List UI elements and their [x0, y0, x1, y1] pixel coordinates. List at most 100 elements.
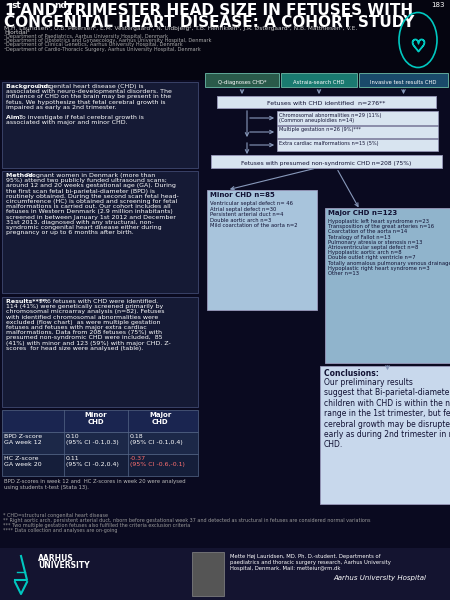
- FancyBboxPatch shape: [192, 552, 224, 596]
- FancyBboxPatch shape: [2, 454, 198, 476]
- Text: Totally anomalous pulmonary venous drainage n=5: Totally anomalous pulmonary venous drain…: [328, 260, 450, 266]
- Text: Aarhus University Hospital: Aarhus University Hospital: [333, 575, 427, 581]
- Text: 0.18
(95% CI -0.1,0.4): 0.18 (95% CI -0.1,0.4): [130, 434, 183, 445]
- FancyBboxPatch shape: [2, 171, 198, 293]
- Text: Extra cardiac malformations n=15 (5%): Extra cardiac malformations n=15 (5%): [279, 140, 378, 145]
- Text: Mild coarctation of the aorta n=2: Mild coarctation of the aorta n=2: [210, 223, 297, 228]
- Text: 0.11
(95% CI -0.2,0.4): 0.11 (95% CI -0.2,0.4): [66, 456, 119, 467]
- Text: ** Right aortic arch, persistent arterial duct, nborn before gestational week 37: ** Right aortic arch, persistent arteria…: [3, 518, 370, 523]
- Text: associated with neuro-developmental disorders. The: associated with neuro-developmental diso…: [6, 89, 172, 94]
- Text: Minor CHD n=85: Minor CHD n=85: [210, 192, 275, 198]
- Text: Major CHD n=123: Major CHD n=123: [328, 210, 397, 216]
- FancyBboxPatch shape: [2, 410, 198, 432]
- FancyBboxPatch shape: [359, 73, 448, 87]
- Text: fetuses in Western Denmark (2.9 million inhabitants): fetuses in Western Denmark (2.9 million …: [6, 209, 173, 214]
- Text: Persistent arterial duct n=4: Persistent arterial duct n=4: [210, 212, 284, 217]
- Text: nd: nd: [54, 1, 67, 10]
- Text: Atrioventricular septal defect n=8: Atrioventricular septal defect n=8: [328, 245, 419, 250]
- Text: presumed non-syndromic CHD were included,  85: presumed non-syndromic CHD were included…: [6, 335, 162, 340]
- Text: 95%) attend two publicly funded ultrasound scans;: 95%) attend two publicly funded ultrasou…: [6, 178, 167, 183]
- Text: Pregnant women in Denmark (more than: Pregnant women in Denmark (more than: [27, 173, 156, 178]
- Text: Double aortic arch n=3: Double aortic arch n=3: [210, 217, 271, 223]
- Text: UNIVERSITY: UNIVERSITY: [38, 561, 90, 570]
- Text: influence of CHD on the brain may be present in the: influence of CHD on the brain may be pre…: [6, 94, 171, 100]
- Text: impaired as early as 2nd trimester.: impaired as early as 2nd trimester.: [6, 105, 117, 110]
- Text: routinely obtained. During the second scan fetal head-: routinely obtained. During the second sc…: [6, 194, 179, 199]
- FancyBboxPatch shape: [207, 190, 317, 310]
- Text: chromosomal microarray analysis (n=82). Fetuses: chromosomal microarray analysis (n=82). …: [6, 310, 165, 314]
- Text: Our preliminary results
suggest that Bi-parietal-diameter in
children with CHD i: Our preliminary results suggest that Bi-…: [324, 378, 450, 449]
- FancyBboxPatch shape: [2, 432, 198, 454]
- Text: Coarctation of the aorta n=14: Coarctation of the aorta n=14: [328, 229, 407, 235]
- Text: pregnancy or up to 6 months after birth.: pregnancy or up to 6 months after birth.: [6, 230, 134, 235]
- Text: 0.10
(95% CI -0.1,0.3): 0.10 (95% CI -0.1,0.3): [66, 434, 119, 445]
- Text: Fetuses with presumed non-syndromic CHD n=208 (75%): Fetuses with presumed non-syndromic CHD …: [241, 160, 412, 166]
- Text: BPD Z-score
GA week 12: BPD Z-score GA week 12: [4, 434, 42, 445]
- Text: ³Department of Clinical Genetics, Aarhus University Hospital, Denmark: ³Department of Clinical Genetics, Aarhus…: [4, 43, 183, 47]
- FancyBboxPatch shape: [281, 73, 357, 87]
- Text: Pulmonary atresia or stenosis n=13: Pulmonary atresia or stenosis n=13: [328, 240, 423, 245]
- Text: fetus. We hypothesize that fetal cerebral growth is: fetus. We hypothesize that fetal cerebra…: [6, 100, 166, 104]
- Text: Background:: Background:: [6, 84, 53, 89]
- Text: associated with major and minor CHD.: associated with major and minor CHD.: [6, 121, 128, 125]
- FancyBboxPatch shape: [0, 548, 450, 600]
- Text: around 12 and 20 weeks gestational age (GA). During: around 12 and 20 weeks gestational age (…: [6, 184, 176, 188]
- Text: Multiple gestation n=26 (9%)***: Multiple gestation n=26 (9%)***: [279, 127, 361, 133]
- Text: Results****:: Results****:: [6, 299, 50, 304]
- Text: Minor
CHD: Minor CHD: [85, 412, 107, 425]
- FancyBboxPatch shape: [217, 96, 436, 108]
- Text: 276 fetuses with CHD were identified.: 276 fetuses with CHD were identified.: [39, 299, 158, 304]
- Text: Hypoplastic left heart syndrome n=23: Hypoplastic left heart syndrome n=23: [328, 219, 429, 224]
- Text: 1: 1: [4, 3, 14, 18]
- FancyBboxPatch shape: [277, 126, 438, 138]
- Text: Congenital heart disease (CHD) is: Congenital heart disease (CHD) is: [36, 84, 143, 89]
- Text: HC Z-score
GA week 20: HC Z-score GA week 20: [4, 456, 41, 467]
- Text: AND 2: AND 2: [15, 3, 73, 18]
- Text: st: st: [11, 1, 21, 10]
- Text: Hjortdal⁴: Hjortdal⁴: [4, 29, 30, 35]
- Text: with identified chromosomal abnormalities were: with identified chromosomal abnormalitie…: [6, 314, 158, 320]
- Text: Other n=13: Other n=13: [328, 271, 359, 276]
- Text: Major
CHD: Major CHD: [149, 412, 171, 425]
- Text: Tetralogy of Fallot n=13: Tetralogy of Fallot n=13: [328, 235, 391, 239]
- Text: 31st 2013, diagnosed with any structural, non-: 31st 2013, diagnosed with any structural…: [6, 220, 154, 225]
- FancyBboxPatch shape: [211, 155, 442, 168]
- Text: Q-diagnoses CHD*: Q-diagnoses CHD*: [218, 80, 266, 85]
- Text: AARHUS: AARHUS: [38, 554, 74, 563]
- Text: **** Data collection and analyses are on-going: **** Data collection and analyses are on…: [3, 528, 117, 533]
- FancyBboxPatch shape: [205, 73, 279, 87]
- Text: Atrial septal defect n=30: Atrial septal defect n=30: [210, 206, 276, 211]
- FancyBboxPatch shape: [277, 111, 438, 125]
- Text: the first scan fetal bi-parietal-diameter (BPD) is: the first scan fetal bi-parietal-diamete…: [6, 188, 155, 194]
- Text: screened in between January 1st 2012 and December: screened in between January 1st 2012 and…: [6, 215, 176, 220]
- Text: To investigate if fetal cerebral growth is: To investigate if fetal cerebral growth …: [19, 115, 144, 120]
- Text: ⁴Department of Cardio-Thoracic Surgery, Aarhus University Hospital, Denmark: ⁴Department of Cardio-Thoracic Surgery, …: [4, 47, 201, 52]
- Text: Method:: Method:: [6, 173, 37, 178]
- Text: 183: 183: [432, 2, 445, 8]
- Text: excluded (flow chart)  as were multiple gestation: excluded (flow chart) as were multiple g…: [6, 320, 161, 325]
- Text: TRIMESTER HEAD SIZE IN FETUSES WITH: TRIMESTER HEAD SIZE IN FETUSES WITH: [59, 3, 413, 18]
- Text: Hypoplastic aortic arch n=8: Hypoplastic aortic arch n=8: [328, 250, 401, 255]
- Text: Ventricular septal defect n= 46: Ventricular septal defect n= 46: [210, 201, 293, 206]
- Text: malformations is carried out. Our cohort includes all: malformations is carried out. Our cohort…: [6, 204, 171, 209]
- Text: ²Department of Obstetrics and Gynaecology, Aarhus University Hospital, Denmark: ²Department of Obstetrics and Gynaecolog…: [4, 38, 212, 43]
- Text: fetuses and fetuses with major extra cardiac: fetuses and fetuses with major extra car…: [6, 325, 147, 330]
- Text: scores  for head size were analysed (table).: scores for head size were analysed (tabl…: [6, 346, 143, 351]
- Text: * CHD=structural congenital heart disease: * CHD=structural congenital heart diseas…: [3, 513, 108, 518]
- FancyBboxPatch shape: [277, 139, 438, 151]
- Text: BPD Z-scores in week 12 and  HC Z-scores in week 20 were analysed
using students: BPD Z-scores in week 12 and HC Z-scores …: [4, 479, 185, 490]
- Text: Transposition of the great arteries n=16: Transposition of the great arteries n=16: [328, 224, 434, 229]
- Text: -0.37
(95% CI -0.6,-0.1): -0.37 (95% CI -0.6,-0.1): [130, 456, 185, 467]
- Text: (41%) with minor and 123 (59%) with major CHD. Z-: (41%) with minor and 123 (59%) with majo…: [6, 341, 171, 346]
- Text: Fetuses with CHD identified  n=276**: Fetuses with CHD identified n=276**: [267, 101, 386, 106]
- Text: CONGENITAL HEART DISEASE: A COHORT STUDY: CONGENITAL HEART DISEASE: A COHORT STUDY: [4, 15, 414, 30]
- Text: malformations. Data from 208 fetuses (75%) with: malformations. Data from 208 fetuses (75…: [6, 330, 162, 335]
- Text: ¹Department of Paediatrics, Aarhus University Hospital, Denmark: ¹Department of Paediatrics, Aarhus Unive…: [4, 34, 168, 39]
- Text: *** Two multiple gestation fetuses also fulfilled the criteria exclusion criteri: *** Two multiple gestation fetuses also …: [3, 523, 190, 528]
- Text: 114 (41%) were genetically screened primarily by: 114 (41%) were genetically screened prim…: [6, 304, 163, 309]
- Text: Astraia-search CHD: Astraia-search CHD: [293, 80, 345, 85]
- FancyBboxPatch shape: [0, 0, 450, 80]
- Text: Conclusions:: Conclusions:: [324, 369, 382, 378]
- Text: syndromic congenital heart disease either during: syndromic congenital heart disease eithe…: [6, 225, 162, 230]
- FancyBboxPatch shape: [325, 208, 450, 363]
